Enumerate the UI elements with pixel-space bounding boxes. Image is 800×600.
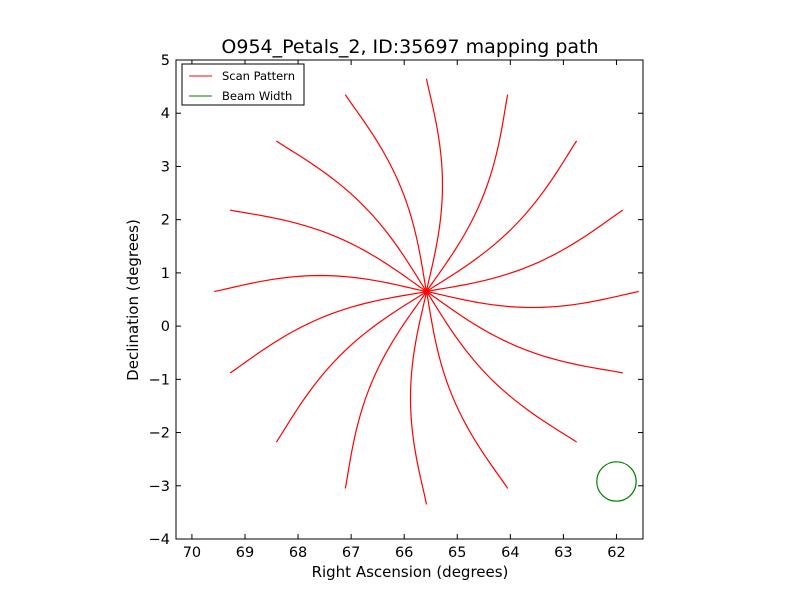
scan-petal-4	[426, 209, 624, 293]
scan-petal-10	[344, 291, 427, 489]
y-tick-label: 2	[161, 213, 170, 229]
chart-title: O954_Petals_2, ID:35697 mapping path	[221, 36, 598, 58]
scan-petal-5	[426, 290, 639, 309]
legend-label-scan-pattern: Scan Pattern	[222, 69, 295, 83]
x-tick-label: 70	[183, 545, 201, 561]
y-tick-label: 3	[161, 159, 170, 175]
legend-box	[181, 63, 305, 106]
y-axis-label: Declination (degrees)	[124, 219, 142, 381]
x-tick-label: 62	[607, 545, 625, 561]
plot-area	[214, 78, 639, 505]
plot-frame	[175, 59, 644, 540]
scan-petal-2	[425, 94, 509, 292]
axis-ticks: 70 69 68 67 66 65 64 63 62 −4 −3 −2 −1 0 1 2 3 4 5	[149, 53, 643, 561]
scan-petal-15	[275, 140, 427, 292]
x-tick-label: 68	[289, 545, 307, 561]
y-tick-label: −4	[149, 532, 170, 548]
y-tick-label: −1	[149, 372, 170, 388]
x-tick-label: 66	[395, 545, 413, 561]
scan-petal-1	[425, 78, 444, 292]
x-tick-label: 65	[448, 545, 466, 561]
scan-petal-9	[409, 291, 428, 505]
scan-petal-7	[425, 291, 578, 443]
x-axis-label: Right Ascension (degrees)	[312, 563, 509, 581]
x-tick-label: 69	[236, 545, 254, 561]
legend: Scan Pattern Beam Width	[181, 63, 305, 106]
y-tick-label: 0	[161, 319, 170, 335]
x-tick-label: 63	[554, 545, 572, 561]
y-tick-label: 4	[161, 106, 170, 122]
y-tick-label: −3	[149, 479, 170, 495]
scan-petal-13	[214, 274, 427, 293]
x-tick-label: 67	[342, 545, 360, 561]
scan-petal-6	[426, 291, 623, 374]
beam-width-circle	[596, 461, 637, 502]
scan-petal-14	[230, 209, 427, 293]
scan-petal-3	[426, 140, 578, 293]
scan-petal-16	[344, 94, 428, 292]
scan-petal-8	[425, 291, 509, 489]
scan-petal-11	[275, 291, 427, 443]
legend-label-beam-width: Beam Width	[222, 89, 292, 103]
y-tick-label: 1	[161, 266, 170, 282]
y-tick-label: −2	[149, 426, 170, 442]
x-tick-label: 64	[501, 545, 519, 561]
scan-petal-12	[229, 290, 427, 374]
y-tick-label: 5	[161, 53, 170, 69]
